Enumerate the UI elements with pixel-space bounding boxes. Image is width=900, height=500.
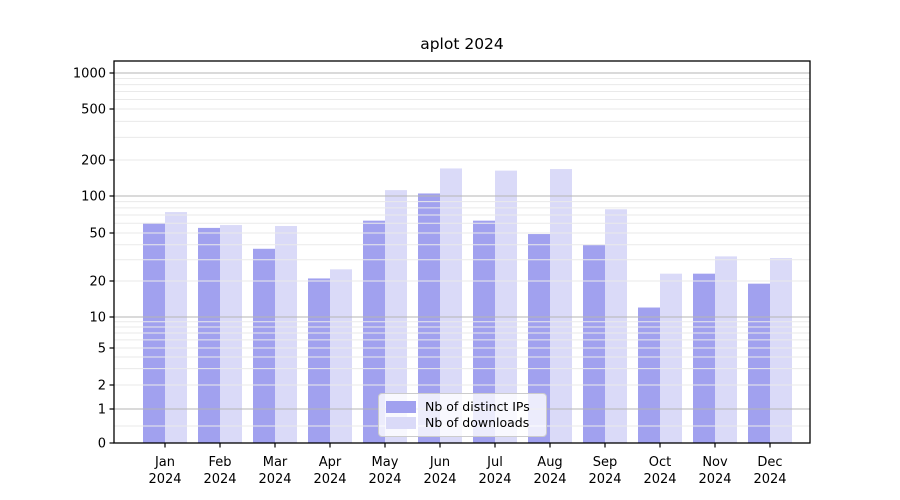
legend-item-distinct-ips: Nb of distinct IPs [386,400,537,414]
x-tick-label-month: Oct [649,455,671,470]
bar-jun-distinct-ips [418,193,440,443]
bar-feb-downloads [220,225,242,443]
bar-aug-distinct-ips [528,234,550,443]
x-tick-label-month: Dec [757,455,782,470]
legend-item-downloads: Nb of downloads [386,416,537,430]
y-tick-label: 10 [89,311,106,326]
y-tick-label: 1000 [73,67,106,82]
x-tick-label-year: 2024 [148,472,181,487]
x-tick-label-year: 2024 [313,472,346,487]
bar-jul-distinct-ips [473,220,495,443]
bar-feb-distinct-ips [198,227,220,443]
legend: Nb of distinct IPs Nb of downloads [378,393,547,437]
bar-mar-distinct-ips [253,248,275,443]
x-tick-label-month: May [372,455,399,470]
bar-sep-distinct-ips [583,244,605,443]
bar-jun-downloads [440,168,462,444]
bar-nov-downloads [715,256,737,443]
x-tick-label-year: 2024 [698,472,731,487]
axes-spines [113,60,811,444]
bar-dec-downloads [770,258,792,443]
x-tick-label-year: 2024 [203,472,236,487]
bar-nov-distinct-ips [693,273,715,443]
x-tick-label-year: 2024 [478,472,511,487]
y-tick-label: 50 [89,227,106,242]
y-tick-label: 1 [98,403,106,418]
y-tick-label: 2 [98,379,106,394]
y-tick-label: 200 [81,154,106,169]
y-tick-label: 5 [98,342,106,357]
x-tick-label-month: Jan [154,455,175,470]
legend-label-downloads: Nb of downloads [425,415,530,430]
x-tick-label-month: Apr [319,455,342,470]
bar-oct-downloads [660,273,682,443]
chart-title: aplot 2024 [420,35,504,53]
x-tick-label-year: 2024 [753,472,786,487]
x-tick-label-month: Feb [208,455,231,470]
y-tick-label: 20 [89,275,106,290]
bar-jan-downloads [165,212,187,443]
x-tick-label-year: 2024 [368,472,401,487]
legend-swatch-downloads [386,417,416,429]
bar-apr-downloads [330,269,352,443]
x-tick-label-year: 2024 [533,472,566,487]
legend-label-distinct-ips: Nb of distinct IPs [425,399,530,414]
y-tick-label: 500 [81,103,106,118]
x-tick-label-month: Aug [537,455,562,470]
x-tick-label-month: Jun [429,455,450,470]
bar-oct-distinct-ips [638,307,660,443]
bar-mar-downloads [275,226,297,443]
x-tick-label-year: 2024 [588,472,621,487]
x-tick-label-year: 2024 [258,472,291,487]
x-tick-label-month: Nov [702,455,728,470]
x-tick-label-year: 2024 [643,472,676,487]
bar-apr-distinct-ips [308,278,330,443]
bar-may-distinct-ips [363,220,385,443]
x-tick-label-month: Mar [263,455,288,470]
x-tick-label-month: Sep [593,455,618,470]
y-tick-label: 0 [98,437,106,452]
y-tick-label: 100 [81,190,106,205]
x-tick-label-month: Jul [486,455,503,470]
bar-aug-downloads [550,169,572,443]
legend-swatch-distinct-ips [386,401,416,413]
x-tick-label-year: 2024 [423,472,456,487]
bar-jul-downloads [495,170,517,443]
bar-dec-distinct-ips [748,283,770,443]
